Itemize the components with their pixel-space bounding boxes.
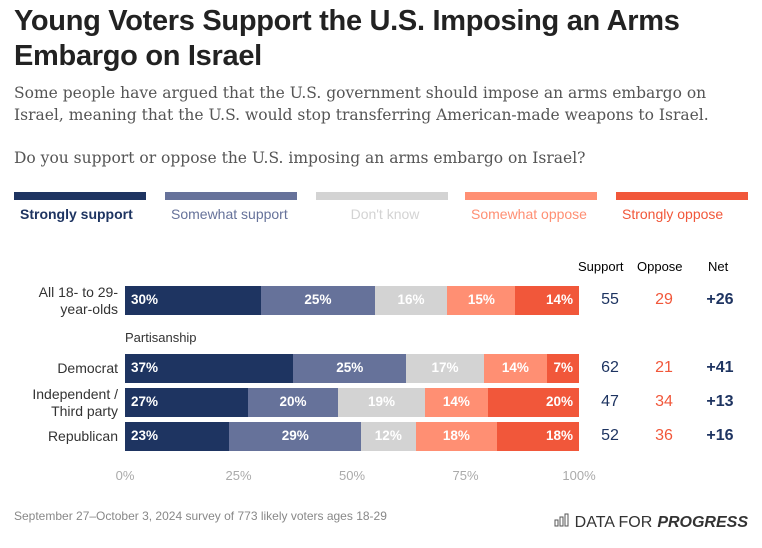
chart-subtitle: Some people have argued that the U.S. go… [14, 84, 709, 124]
bar-segment: 18% [497, 422, 579, 451]
bar-segment: 17% [406, 354, 484, 383]
legend-swatch [616, 192, 748, 200]
data-label: 20% [279, 394, 307, 409]
data-label: 17% [431, 360, 459, 375]
data-label: 7% [553, 360, 573, 375]
support-value: 47 [601, 393, 619, 410]
bar-segment: 37% [125, 354, 293, 383]
data-label: 12% [374, 428, 402, 443]
data-label: 19% [367, 394, 396, 409]
data-label: 18% [442, 428, 470, 443]
x-tick-label: 50% [338, 468, 366, 483]
stacked-bar: 27% 20% 19% 14% 20% [125, 388, 579, 417]
x-tick-label: 0% [115, 468, 135, 483]
bar-segment: 25% [261, 286, 375, 315]
data-label: 16% [397, 292, 425, 307]
net-value: +16 [706, 427, 734, 444]
support-header: Support [578, 259, 624, 274]
net-value: +26 [706, 291, 734, 308]
legend-swatch [14, 192, 146, 200]
bar-segment: 20% [247, 388, 339, 417]
bar-segment: 14% [483, 354, 548, 383]
legend-item: Strongly oppose [616, 192, 748, 224]
logo-text-regular: DATA FOR [574, 513, 653, 531]
oppose-value: 36 [655, 427, 673, 444]
data-label: 27% [131, 394, 159, 409]
data-label: 20% [545, 394, 573, 409]
survey-question: Do you support or oppose the U.S. imposi… [14, 149, 586, 167]
legend-label: Don't know [350, 206, 420, 222]
data-label: 25% [336, 360, 364, 375]
stacked-bar: 37% 25% 17% 14% 7% [125, 354, 579, 383]
legend-swatch [165, 192, 297, 200]
bar-chart-logo-icon [554, 513, 570, 532]
net-value: +41 [706, 359, 734, 376]
support-value: 55 [601, 291, 619, 308]
net-header: Net [708, 259, 729, 274]
bar-segment: 23% [125, 422, 230, 451]
legend-label: Strongly support [20, 206, 133, 222]
data-label: 37% [131, 360, 159, 375]
section-label-partisanship: Partisanship [125, 330, 197, 345]
data-label: 25% [304, 292, 332, 307]
net-value: +13 [706, 393, 734, 410]
oppose-value: 21 [655, 359, 673, 376]
bar-segment: 14% [515, 286, 579, 315]
x-tick-label: 25% [225, 468, 252, 483]
legend-swatch [316, 192, 448, 200]
bar-segment: 30% [125, 286, 262, 315]
legend-swatch [465, 192, 597, 200]
legend-label: Somewhat oppose [471, 206, 587, 222]
oppose-value: 29 [655, 291, 673, 308]
bar-segment: 18% [415, 422, 498, 451]
support-value: 52 [601, 427, 619, 444]
stacked-bar: 30% 25% 16% 15% 14% [125, 286, 579, 315]
support-value: 62 [601, 359, 619, 376]
logo: DATA FOR PROGRESS [554, 513, 748, 532]
legend-item: Strongly support [14, 192, 146, 224]
oppose-header: Oppose [637, 259, 683, 274]
logo-text-bold: PROGRESS [657, 513, 748, 531]
bar-segment: 27% [125, 388, 248, 417]
data-label: 14% [501, 360, 529, 375]
legend-item: Somewhat support [165, 192, 297, 224]
bar-segment: 25% [292, 354, 407, 383]
data-label: 18% [545, 428, 573, 443]
row-label: Democrat [57, 360, 118, 376]
bar-segment: 29% [229, 422, 362, 451]
x-tick-label: 75% [452, 468, 479, 483]
legend-label: Somewhat support [171, 206, 288, 222]
legend-item: Don't know [316, 192, 448, 224]
row-label: Independent / Third party [32, 386, 118, 419]
legend-item: Somewhat oppose [465, 192, 597, 224]
row-label: Republican [47, 428, 118, 444]
bar-segment: 16% [374, 286, 448, 315]
bar-segment: 20% [488, 388, 579, 417]
stacked-bar: 23% 29% 12% 18% 18% [125, 422, 579, 451]
x-tick-label: 100% [562, 468, 596, 483]
bar-segment: 7% [547, 354, 579, 383]
bar-segment: 19% [338, 388, 425, 417]
bar-segment: 12% [361, 422, 416, 451]
data-label: 14% [442, 394, 470, 409]
row-label: All 18- to 29- year-olds [38, 284, 118, 317]
bar-segment: 15% [447, 286, 516, 315]
chart-title: Young Voters Support the U.S. Imposing a… [14, 5, 680, 72]
data-label: 23% [131, 428, 159, 443]
data-label: 30% [131, 292, 159, 307]
legend-label: Strongly oppose [622, 206, 724, 222]
oppose-value: 34 [655, 393, 673, 410]
bar-segment: 14% [424, 388, 489, 417]
data-label: 15% [467, 292, 495, 307]
data-label: 29% [281, 428, 309, 443]
source-note: September 27–October 3, 2024 survey of 7… [14, 509, 387, 523]
data-label: 14% [545, 292, 573, 307]
